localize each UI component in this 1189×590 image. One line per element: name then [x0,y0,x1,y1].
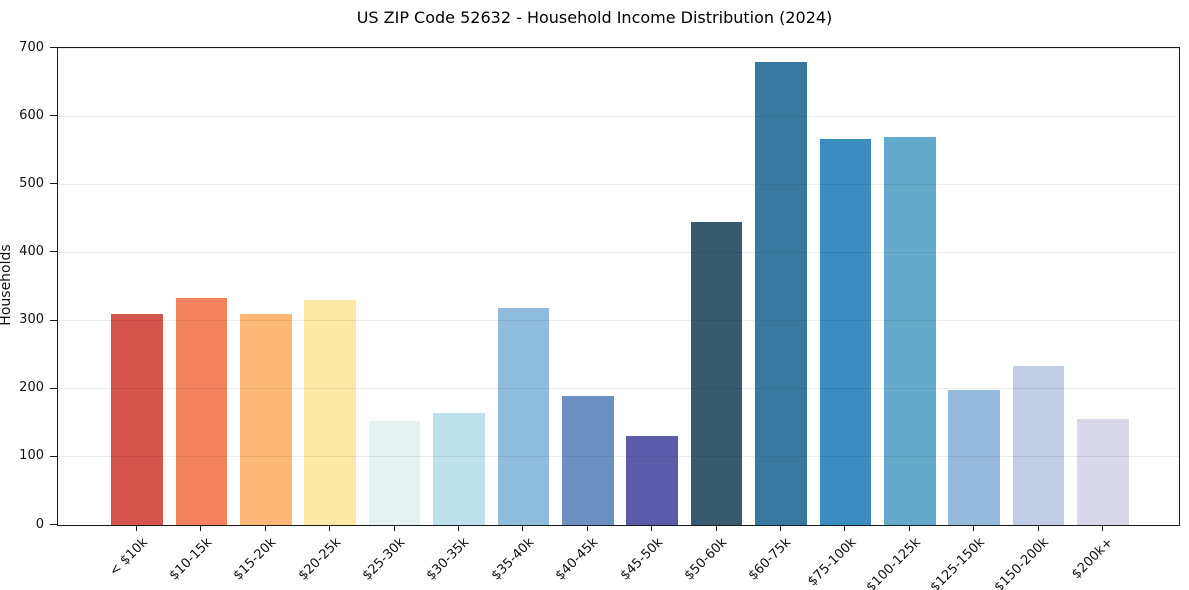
y-tick-mark-0 [50,524,57,525]
bar-40-45k [562,395,614,525]
x-tick-label: $150-200k [992,535,1053,590]
x-tick-mark [458,525,459,531]
x-tick-label: $40-45k [552,535,602,584]
y-tick-mark-600 [50,115,57,117]
bar-50-60k [690,221,743,525]
x-tick-label: < $10k [106,535,151,580]
x-tick-mark [973,525,975,531]
y-tick-label-100: 100 [19,448,44,464]
x-tick-label: $25-30k [359,535,409,584]
x-tick-label: $10-15k [166,535,215,584]
gridline-600 [58,115,1179,117]
bar-35-40k [497,308,550,525]
x-tick-label: $20-25k [295,535,344,584]
bar-100-125k [884,136,936,525]
x-tick-mark [908,525,910,531]
x-tick-label: $100-125k [863,535,924,590]
bar-200k [1077,418,1129,525]
gridline-400 [58,251,1179,253]
x-tick-mark [136,525,137,531]
gridline-500 [58,183,1179,185]
x-tick-label: $50-60k [681,535,731,584]
x-tick-label: $75-100k [804,535,859,590]
x-tick-label: $15-20k [230,535,280,584]
plot-area [57,47,1180,526]
x-tick-label: $35-40k [488,535,537,584]
y-tick-mark-400 [50,251,57,253]
y-tick-label-700: 700 [19,39,44,55]
x-tick-mark [329,525,331,531]
y-tick-label-0: 0 [35,516,44,532]
x-tick-mark [1037,525,1039,531]
y-tick-mark-700 [50,47,57,48]
gridline-700 [58,47,1179,49]
x-tick-mark [393,525,395,531]
y-tick-mark-500 [50,183,57,185]
bar-20-25k [304,300,356,525]
bar-15-20k [240,313,292,525]
bar-10-15k [175,298,228,525]
y-tick-label-200: 200 [19,380,44,396]
y-tick-mark-200 [50,387,57,389]
bar-30-35k [433,412,485,525]
y-tick-mark-100 [50,455,57,457]
y-tick-label-500: 500 [19,175,44,191]
bar-125-150k [948,390,1000,525]
bar-60-75k [755,61,807,525]
x-tick-label: $30-35k [424,535,473,584]
bar-75-100k [819,139,872,525]
x-tick-mark [522,525,524,531]
y-tick-label-300: 300 [19,312,44,328]
x-tick-mark [651,525,653,531]
bar-150-200k [1012,365,1065,525]
x-tick-label: $45-50k [617,535,666,584]
gridline-300 [58,320,1179,322]
y-tick-mark-300 [50,319,57,321]
y-tick-label-400: 400 [19,243,44,259]
x-tick-label: $60-75k [746,535,795,584]
x-tick-mark [715,525,717,531]
x-tick-mark [1102,525,1103,531]
x-tick-mark [780,525,781,531]
gridline-200 [58,388,1179,390]
x-tick-mark [264,525,266,531]
bar-45-50k [626,436,678,525]
gridline-100 [58,456,1179,458]
bar-10k [111,313,163,525]
x-tick-mark [844,525,846,531]
x-tick-mark [200,525,202,531]
bar-25-30k [368,421,421,525]
chart-title: US ZIP Code 52632 - Household Income Dis… [356,8,833,27]
x-tick-label: $125-150k [927,535,988,590]
x-tick-mark [586,525,588,531]
x-tick-label: $200k+ [1069,535,1117,583]
y-tick-label-600: 600 [19,107,44,123]
